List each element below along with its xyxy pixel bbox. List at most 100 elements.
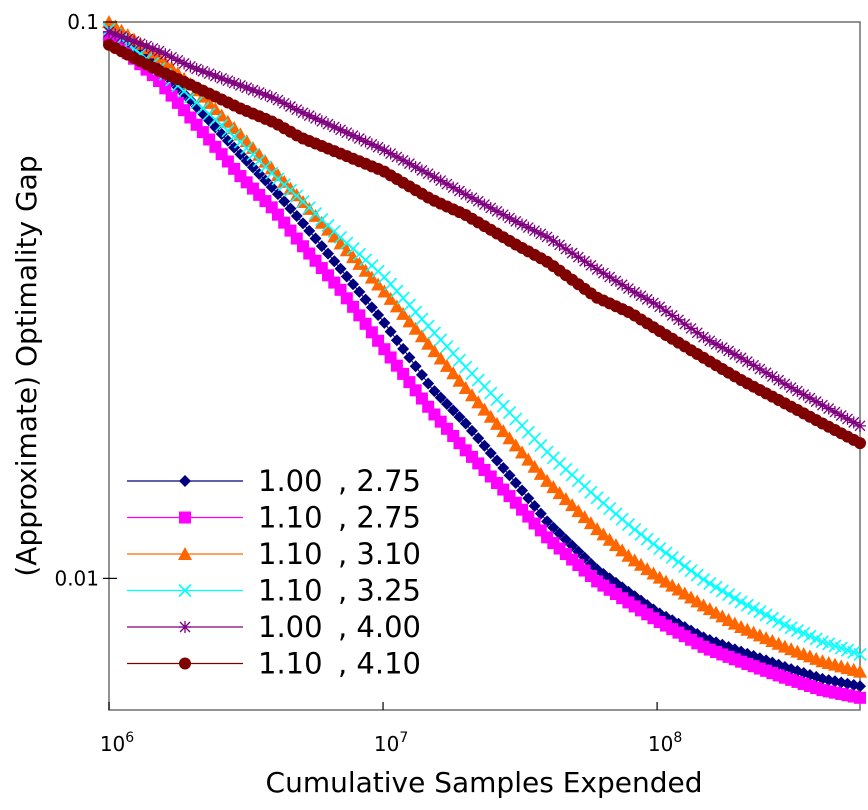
data-point <box>591 263 604 276</box>
legend-label-a: 1.10 <box>258 647 323 681</box>
data-point <box>584 259 597 272</box>
data-point <box>835 409 848 422</box>
data-point <box>190 118 203 131</box>
data-point <box>709 580 723 594</box>
data-point <box>734 595 748 609</box>
data-point <box>422 377 435 390</box>
data-point <box>765 611 779 625</box>
legend-label-a: 1.10 <box>258 537 323 571</box>
data-point <box>347 129 360 142</box>
data-point <box>515 445 530 459</box>
data-point <box>772 614 786 629</box>
data-point <box>602 532 617 546</box>
data-point <box>403 157 416 170</box>
data-point <box>246 84 259 97</box>
data-point <box>464 388 479 402</box>
data-point <box>715 584 729 598</box>
data-point <box>666 309 679 322</box>
data-point <box>397 154 410 167</box>
data-point <box>653 542 667 556</box>
data-point <box>596 527 611 541</box>
data-point <box>553 527 566 540</box>
data-point <box>616 278 629 291</box>
data-point <box>346 250 361 264</box>
data-point <box>502 431 517 445</box>
data-point <box>234 79 247 92</box>
x-axis-title: Cumulative Samples Expended <box>266 766 703 799</box>
data-point <box>841 412 854 425</box>
data-point <box>246 161 259 174</box>
data-point <box>503 469 516 482</box>
data-point <box>203 67 216 80</box>
data-point <box>334 262 347 275</box>
data-point <box>328 120 341 133</box>
data-point <box>452 373 467 387</box>
data-point <box>546 480 561 494</box>
data-point <box>153 45 166 58</box>
data-point <box>402 314 417 328</box>
data-point <box>541 230 554 243</box>
data-point <box>528 224 541 237</box>
data-point <box>409 360 422 373</box>
data-point <box>665 550 679 564</box>
data-point <box>603 271 616 284</box>
data-point <box>178 57 191 70</box>
data-point <box>259 88 272 101</box>
data-point <box>321 222 336 236</box>
data-point <box>322 247 335 260</box>
data-point <box>678 318 691 331</box>
data-point <box>371 277 386 291</box>
data-point <box>578 255 591 268</box>
y-tick-label: 0.01 <box>54 566 99 590</box>
data-point <box>397 342 410 355</box>
data-point <box>220 114 235 128</box>
data-point <box>628 286 641 299</box>
data-point <box>284 100 297 113</box>
data-point <box>328 255 341 268</box>
data-point <box>353 285 366 298</box>
data-point <box>290 209 303 222</box>
data-point <box>390 150 403 163</box>
data-point <box>246 182 259 195</box>
data-point <box>477 402 492 416</box>
data-point <box>339 243 354 257</box>
y-axis-title: (Approximate) Optimality Gap <box>10 155 43 576</box>
data-point <box>854 680 866 693</box>
data-point <box>828 406 841 419</box>
data-point <box>290 103 303 116</box>
data-point <box>659 546 673 560</box>
data-point <box>422 167 435 180</box>
data-point <box>209 121 222 134</box>
data-point <box>472 432 485 445</box>
data-point <box>446 366 461 380</box>
data-point <box>364 270 379 284</box>
data-point <box>271 94 284 107</box>
data-point <box>233 127 248 141</box>
data-point <box>278 195 291 208</box>
data-point <box>465 424 478 437</box>
data-point <box>384 147 397 160</box>
data-point <box>728 591 742 605</box>
legend-label-b: , 4.10 <box>338 647 421 681</box>
legend: 1.00 , 2.75 1.10 , 2.75 1.10 , 3.10 1.10 , 3.25… <box>127 464 421 681</box>
data-point <box>459 417 472 430</box>
data-point <box>372 141 385 154</box>
data-point <box>810 395 823 408</box>
data-point <box>465 191 478 204</box>
data-point <box>691 326 704 339</box>
data-point <box>134 37 147 50</box>
data-point <box>521 452 536 466</box>
data-point <box>491 454 504 467</box>
data-point <box>516 484 529 497</box>
series-4 <box>102 22 867 661</box>
data-point <box>565 498 580 512</box>
data-point <box>377 284 392 298</box>
data-point <box>759 608 773 622</box>
data-point <box>590 522 605 536</box>
data-point <box>459 188 472 201</box>
data-point <box>184 94 197 107</box>
data-point <box>478 439 491 452</box>
legend-label-b: , 2.75 <box>338 464 421 498</box>
series-5 <box>103 25 866 432</box>
